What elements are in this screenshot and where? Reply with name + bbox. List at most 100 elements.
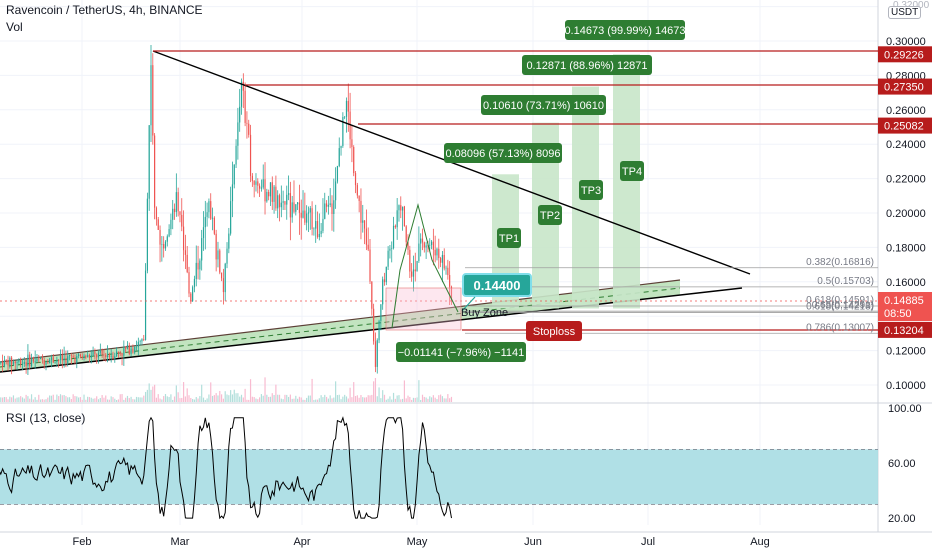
volume-bar [217, 395, 219, 402]
volume-bar [97, 399, 100, 402]
volume-bar [9, 396, 11, 402]
price-tag: 0.14885 [884, 295, 924, 307]
candle-body [320, 230, 322, 234]
stoploss-label: Stoploss [533, 326, 576, 338]
chart-title: Ravencoin / TetherUS, 4h, BINANCE [6, 3, 203, 17]
volume-bar [157, 394, 159, 402]
candle-body [39, 357, 42, 360]
volume-bar [36, 399, 38, 402]
rsi-panel [0, 416, 878, 520]
candle-body [154, 135, 156, 208]
price-tag: 08:50 [884, 308, 912, 320]
candle-body [287, 193, 290, 195]
candle-body [215, 233, 217, 260]
fib-label: 0.5(0.15703) [817, 276, 874, 287]
measure-box [385, 287, 462, 331]
candle-body [248, 123, 250, 135]
candle-body [79, 354, 82, 357]
candle-body [74, 357, 76, 363]
candle-body [59, 355, 62, 361]
candle-body [197, 262, 199, 270]
volume-bar [237, 393, 239, 402]
candle-body [155, 207, 158, 220]
price-tag: 0.25082 [884, 121, 924, 133]
volume-bar [353, 382, 355, 402]
volume-bar [423, 396, 425, 402]
candle-body [181, 214, 183, 227]
candle-body [304, 210, 306, 223]
candle-body [67, 356, 69, 363]
candle-body [230, 201, 232, 234]
volume-bar [440, 394, 442, 402]
candle-body [85, 355, 87, 358]
candle-body [220, 272, 223, 279]
volume-bar [327, 398, 329, 402]
candle-body [360, 200, 362, 223]
candle-body [177, 192, 179, 212]
volume-bar [190, 397, 192, 402]
candle-body [365, 228, 367, 245]
candle-body [168, 229, 170, 237]
volume-bar [400, 399, 402, 402]
entry-pointer [461, 296, 476, 312]
candle-body [161, 244, 163, 245]
volume-bar [246, 399, 248, 402]
candle-body [289, 193, 291, 218]
time-label: Mar [171, 536, 190, 548]
stoploss-measure: −0.01141 (−7.96%) −1141 [398, 347, 525, 359]
candle-body [38, 358, 40, 360]
candle-body [414, 269, 416, 272]
volume-bar [425, 397, 427, 402]
price-axis: 0.100000.120000.140000.160000.180000.200… [878, 0, 932, 525]
candle-body [190, 293, 192, 302]
volume-bar [38, 394, 40, 402]
candle-body [391, 248, 393, 249]
volume-bar [193, 399, 196, 402]
candle-body [139, 341, 141, 342]
price-tick: 0.30000 [886, 36, 926, 48]
candle-body [449, 275, 451, 287]
candle-body [16, 362, 18, 364]
candle-body [249, 134, 252, 176]
volume-bar [304, 399, 306, 402]
volume-bar [374, 378, 377, 402]
volume-bar [436, 399, 438, 402]
candle-body [324, 203, 326, 219]
volume-bar [108, 399, 110, 402]
candle-body [25, 361, 27, 366]
candle-body [126, 345, 129, 349]
candle-body [266, 191, 268, 202]
volume-bar [277, 394, 279, 402]
volume-bar [269, 396, 272, 402]
currency-badge[interactable]: USDT [888, 6, 922, 19]
volume-bar [29, 398, 31, 402]
candle-body [222, 278, 224, 293]
candle-body [68, 355, 71, 357]
candle-body [199, 260, 201, 270]
candle-body [441, 255, 444, 263]
candle-body [345, 100, 348, 117]
volume-bar [338, 394, 340, 402]
volume-bar [30, 394, 33, 402]
volume-bar [278, 394, 281, 402]
volume-bar [407, 395, 409, 402]
volume-bar [90, 397, 92, 402]
candle-body [358, 195, 360, 201]
volume-bar [351, 397, 353, 402]
volume-bar [316, 399, 319, 402]
candle-body [418, 243, 420, 262]
volume-bar [240, 394, 243, 402]
volume-bar [219, 390, 221, 402]
candle-body [347, 100, 349, 112]
volume-bar [88, 397, 91, 402]
candle-body [164, 241, 167, 249]
price-tag-bg [878, 321, 932, 338]
candle-body [141, 339, 143, 342]
fib-label: 0.618(0.14218) [806, 301, 874, 312]
candle-body [260, 187, 263, 189]
volume-bar [126, 395, 129, 402]
candle-body [316, 221, 319, 238]
volume-bar [306, 397, 308, 402]
candle-body [398, 205, 400, 211]
